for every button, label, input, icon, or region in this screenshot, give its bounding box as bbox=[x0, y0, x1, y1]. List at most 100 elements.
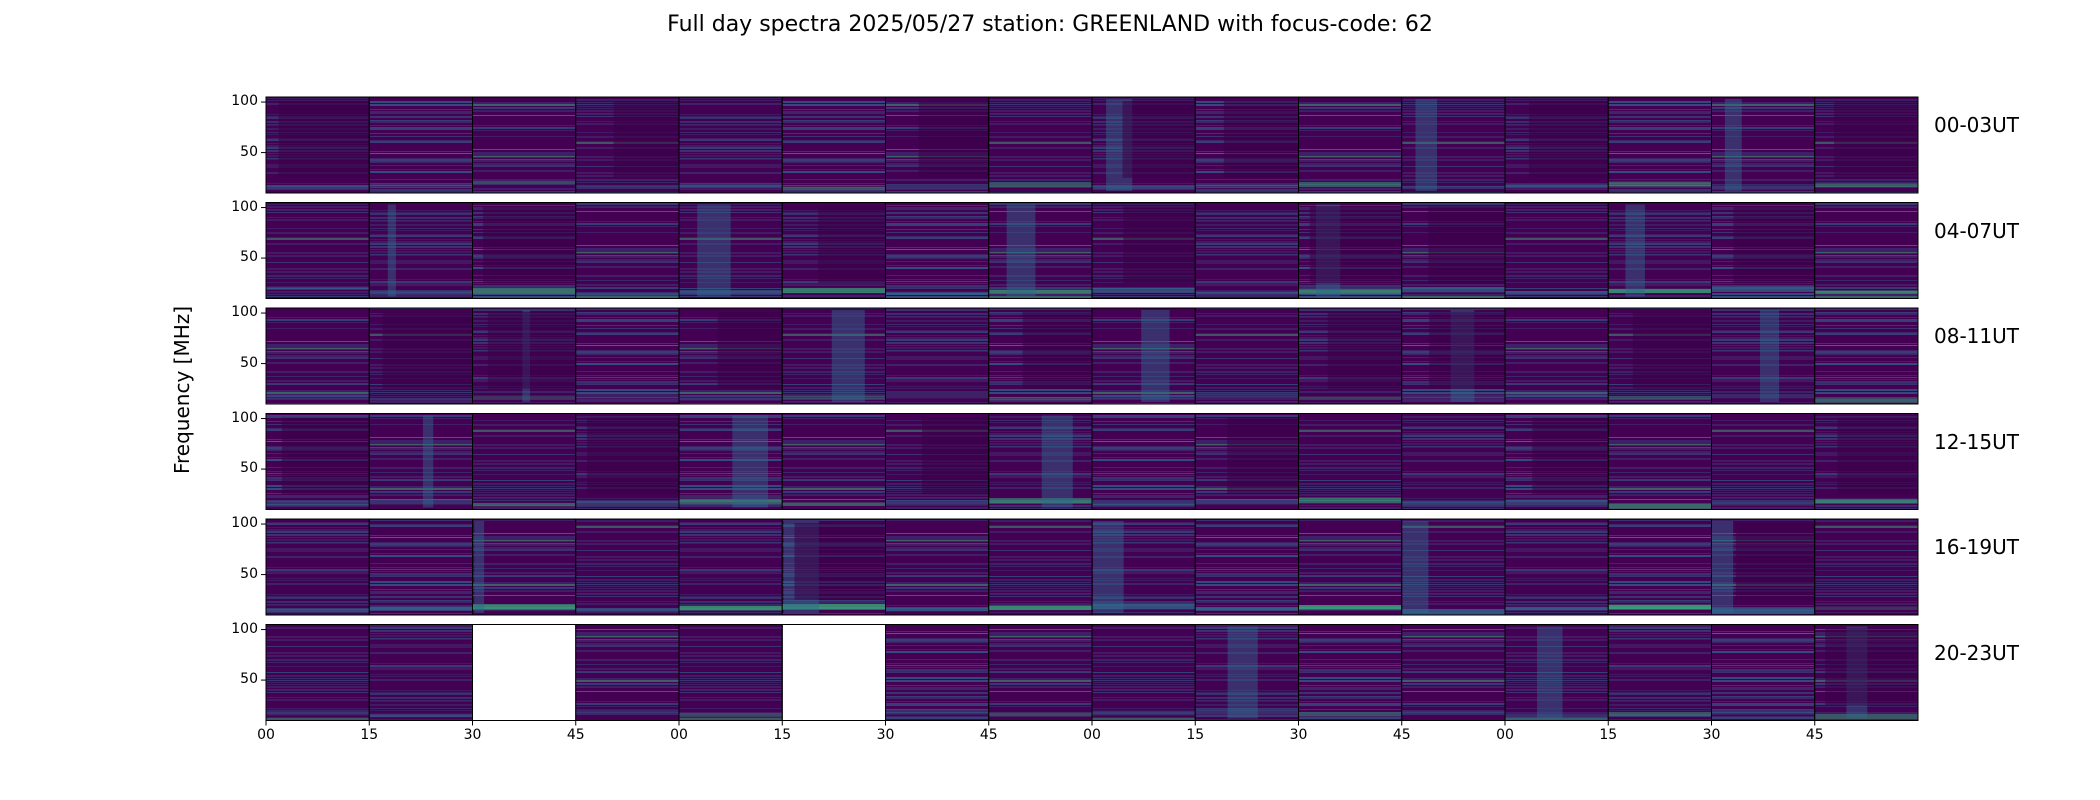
burst-region bbox=[831, 310, 865, 402]
low-frequency-band bbox=[1401, 287, 1505, 293]
spectrum-panel bbox=[265, 96, 370, 194]
row-time-label: 20-23UT bbox=[1934, 640, 2019, 665]
spectrum-panel-fill bbox=[1608, 519, 1712, 615]
spectrum-panel-fill bbox=[575, 624, 679, 721]
spectrum-panel bbox=[368, 518, 473, 616]
burst-region bbox=[1625, 204, 1645, 297]
low-frequency-band bbox=[1505, 392, 1609, 398]
spectrum-panel-fill bbox=[1092, 624, 1196, 721]
low-frequency-band bbox=[679, 290, 783, 295]
low-frequency-band bbox=[885, 393, 989, 399]
low-frequency-band bbox=[266, 501, 370, 506]
low-frequency-band bbox=[575, 608, 679, 612]
spectrum-panel-fill bbox=[885, 202, 989, 299]
spectrum-panel-fill bbox=[472, 413, 576, 510]
spectrum-panel-fill bbox=[369, 413, 473, 510]
low-frequency-band bbox=[1711, 286, 1815, 292]
spectrum-panel bbox=[1401, 96, 1506, 194]
spectrum-panel bbox=[1504, 413, 1609, 510]
low-frequency-band bbox=[369, 183, 473, 189]
low-frequency-band bbox=[575, 709, 679, 716]
spectrum-panel bbox=[368, 96, 473, 194]
spectrum-panel bbox=[1401, 413, 1506, 510]
quiet-region bbox=[1834, 101, 1918, 178]
row-time-label: 16-19UT bbox=[1934, 535, 2019, 559]
low-frequency-band bbox=[266, 709, 370, 716]
quiet-region bbox=[1309, 206, 1402, 284]
spectrum-panel bbox=[1814, 96, 1919, 194]
spectrum-panel bbox=[575, 413, 680, 510]
spectrum-panel bbox=[575, 96, 680, 194]
x-tick-label: 30 bbox=[463, 726, 482, 743]
quiet-region bbox=[1632, 312, 1712, 389]
spectrum-panel bbox=[1298, 518, 1403, 616]
spectrum-panel-fill bbox=[988, 202, 1092, 299]
spectrum-panel bbox=[885, 518, 990, 616]
spectrum-panel-fill bbox=[1505, 202, 1609, 299]
low-frequency-band bbox=[782, 287, 886, 294]
spectrum-panel bbox=[1814, 413, 1919, 510]
spectrum-panel bbox=[1504, 624, 1609, 721]
y-tick-label: 50 bbox=[240, 565, 258, 582]
y-tick-label: 100 bbox=[231, 93, 258, 110]
quiet-region bbox=[1735, 523, 1815, 600]
spectrum-panel bbox=[988, 518, 1093, 616]
spectrum-panel-fill bbox=[679, 624, 783, 721]
spectrum-panel-fill bbox=[575, 519, 679, 615]
spectrum-panel bbox=[1504, 96, 1609, 194]
quiet-region bbox=[818, 206, 886, 284]
low-frequency-band bbox=[369, 499, 473, 505]
spectrum-panel bbox=[1711, 96, 1816, 194]
low-frequency-band bbox=[1711, 393, 1815, 399]
quiet-region bbox=[483, 206, 576, 284]
low-frequency-band bbox=[1711, 501, 1815, 505]
spectrum-panel-fill bbox=[266, 519, 370, 615]
spectrum-panel bbox=[472, 307, 577, 405]
panel-frame bbox=[1814, 518, 1919, 616]
x-tick-label: 30 bbox=[1702, 726, 1721, 743]
quiet-region bbox=[586, 417, 679, 495]
burst-region bbox=[1141, 310, 1170, 402]
low-frequency-band bbox=[1814, 713, 1918, 720]
quiet-region bbox=[1022, 312, 1092, 389]
spectrum-panel bbox=[575, 307, 680, 405]
spectrum-panel bbox=[1607, 413, 1712, 510]
spectrum-panel-fill bbox=[988, 624, 1092, 721]
burst-region bbox=[697, 204, 731, 297]
low-frequency-band bbox=[575, 393, 679, 399]
spectrum-panel bbox=[678, 96, 783, 194]
burst-region bbox=[1041, 415, 1073, 508]
burst-region bbox=[1537, 626, 1563, 719]
low-frequency-band bbox=[988, 289, 1092, 294]
spectrum-panel-fill bbox=[885, 308, 989, 404]
spectrum-panel-fill bbox=[266, 624, 370, 721]
low-frequency-band bbox=[1401, 608, 1505, 615]
low-frequency-band bbox=[782, 395, 886, 400]
burst-region bbox=[1760, 310, 1780, 402]
spectrum-panel bbox=[885, 307, 990, 405]
panel-frame bbox=[1814, 202, 1919, 299]
spectrum-panel-fill bbox=[575, 202, 679, 299]
low-frequency-band bbox=[369, 713, 473, 718]
spectrum-panel bbox=[1194, 413, 1299, 510]
low-frequency-band bbox=[988, 182, 1092, 188]
low-frequency-band bbox=[1401, 501, 1505, 506]
low-frequency-band bbox=[1092, 186, 1196, 190]
y-tick-label: 50 bbox=[240, 354, 258, 371]
low-frequency-band bbox=[472, 502, 576, 507]
spectrum-panel bbox=[1401, 307, 1506, 405]
spectrum-panel-fill bbox=[266, 202, 370, 299]
low-frequency-band bbox=[679, 605, 783, 611]
spectrum-panel bbox=[1711, 518, 1816, 616]
spectrum-panel bbox=[1711, 202, 1816, 299]
quiet-region bbox=[717, 312, 783, 389]
low-frequency-band bbox=[266, 608, 370, 613]
spectrum-panel bbox=[1814, 307, 1919, 405]
spectrum-panel-fill bbox=[369, 202, 473, 299]
spectrum-panel-fill bbox=[472, 519, 576, 615]
panel-frame bbox=[1814, 624, 1919, 721]
spectrum-panel bbox=[472, 413, 577, 510]
low-frequency-band bbox=[369, 606, 473, 611]
spectrum-panel bbox=[1607, 96, 1712, 194]
low-frequency-band bbox=[1092, 287, 1196, 293]
